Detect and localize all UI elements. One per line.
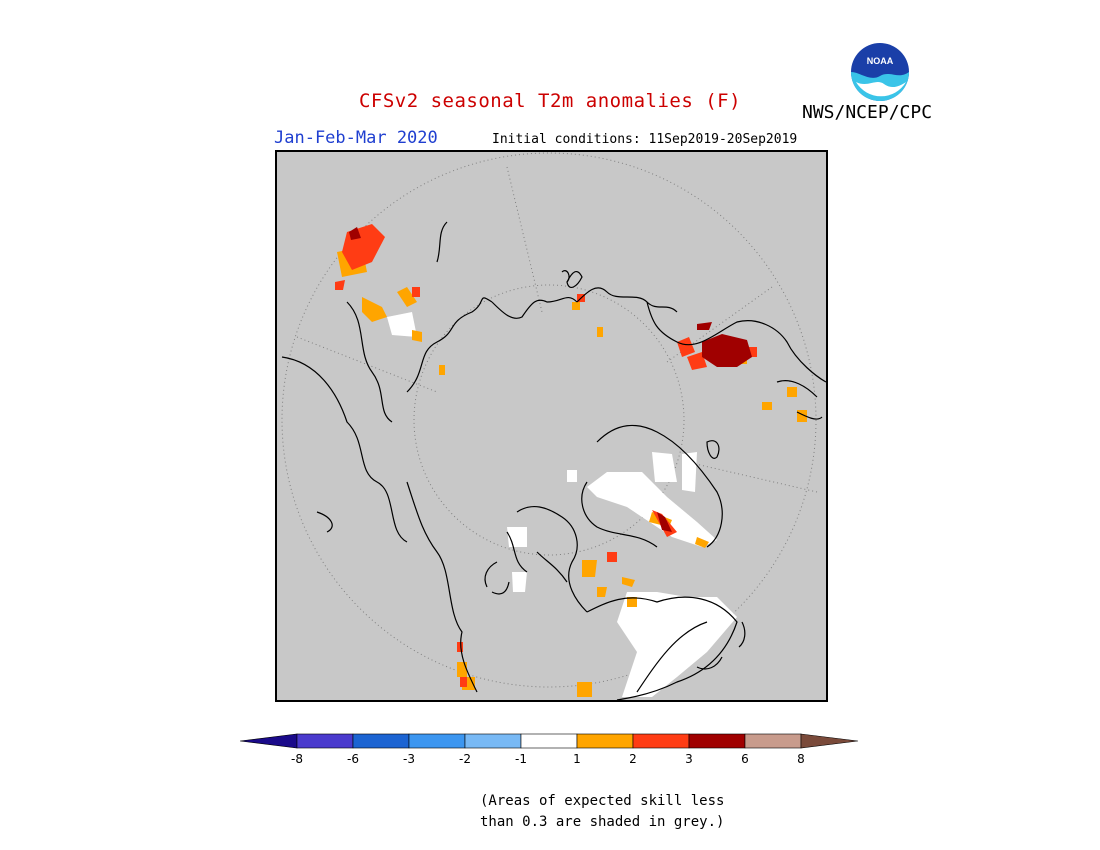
noaa-logo-text: NOAA — [867, 56, 894, 66]
color-legend — [239, 730, 860, 780]
warm-anomaly-areas-3-6 — [349, 227, 752, 532]
legend-tick-label: 1 — [573, 752, 581, 766]
noaa-logo: NOAA — [850, 42, 910, 102]
legend-swatch — [408, 733, 466, 749]
anomaly-map — [275, 150, 828, 702]
legend-tick-label: -8 — [291, 752, 303, 766]
legend-swatch — [744, 733, 802, 749]
legend-swatch — [296, 733, 354, 749]
legend-tick-label: -1 — [515, 752, 527, 766]
legend-swatch — [464, 733, 522, 749]
skill-note-line-1: (Areas of expected skill less — [480, 793, 725, 809]
legend-swatch — [800, 733, 859, 749]
legend-swatch — [239, 733, 298, 749]
legend-tick-label: 3 — [685, 752, 693, 766]
coastlines — [281, 221, 826, 700]
polar-grid — [281, 152, 818, 688]
legend-tick-label: 6 — [741, 752, 749, 766]
legend-tick-label: -3 — [403, 752, 415, 766]
legend-bar — [239, 733, 859, 749]
legend-swatch — [576, 733, 634, 749]
legend-swatch — [520, 733, 578, 749]
legend-tick-label: -2 — [459, 752, 471, 766]
agency-label: NWS/NCEP/CPC — [802, 102, 933, 123]
legend-swatch — [688, 733, 746, 749]
legend-swatch — [352, 733, 410, 749]
map-title: CFSv2 seasonal T2m anomalies (F) — [358, 90, 742, 112]
forecast-period: Jan-Feb-Mar 2020 — [274, 128, 438, 148]
legend-swatch — [632, 733, 690, 749]
legend-tick-label: -6 — [347, 752, 359, 766]
neutral-anomaly-areas — [387, 312, 737, 697]
skill-note: (Areas of expected skill less than 0.3 a… — [480, 791, 724, 833]
initial-conditions: Initial conditions: 11Sep2019-20Sep2019 — [492, 132, 798, 147]
legend-tick-label: 2 — [629, 752, 637, 766]
legend-tick-label: 8 — [797, 752, 805, 766]
skill-note-line-2: than 0.3 are shaded in grey.) — [480, 814, 725, 830]
